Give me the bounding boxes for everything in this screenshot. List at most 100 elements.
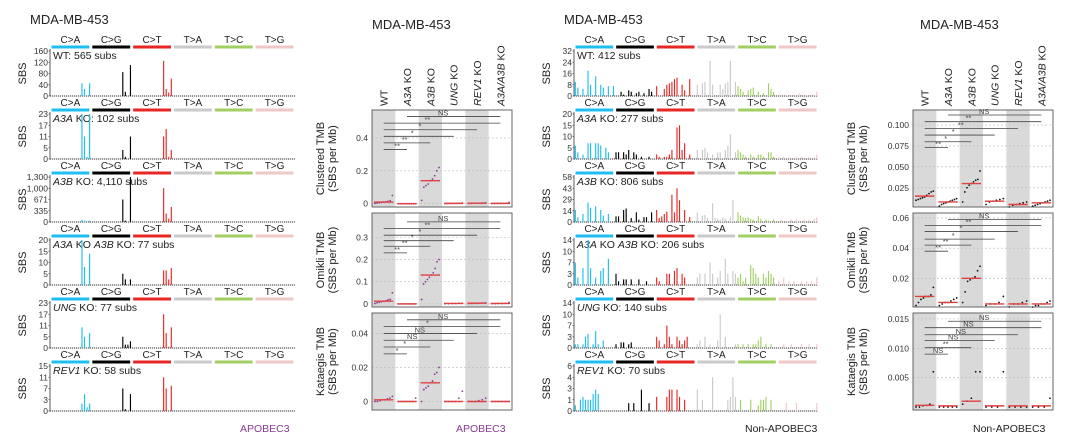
mutation-type-label: C>G	[101, 98, 122, 109]
data-point	[481, 398, 484, 401]
significance-label: **	[958, 120, 964, 129]
data-point	[938, 304, 941, 307]
group-shade	[913, 313, 937, 410]
spectrum-bar	[590, 143, 592, 159]
spectrum-bar	[597, 394, 599, 411]
y-tick-label: 80	[39, 69, 49, 79]
spectrum-bar	[709, 262, 711, 285]
spectrum-bar	[719, 270, 721, 285]
spectrum-bar	[163, 377, 165, 411]
mutation-type-colorbar	[174, 171, 212, 175]
mutation-type-label: C>A	[584, 161, 604, 172]
mutation-type-label: C>T	[142, 350, 161, 361]
data-point	[1049, 199, 1051, 202]
y-tick-label: 0	[363, 199, 368, 209]
spectrum-bar	[645, 217, 648, 222]
mutation-type-label: T>C	[224, 224, 243, 235]
mutation-type-colorbar	[174, 108, 212, 112]
mutation-type-label: C>T	[142, 35, 161, 46]
spectrum-bar	[595, 331, 597, 348]
y-tick-label: 17	[39, 309, 49, 319]
spectrum-bar	[170, 327, 172, 348]
data-point	[998, 301, 1000, 304]
y-tick-label: 0	[567, 406, 572, 416]
data-point	[422, 388, 425, 391]
spectrum-bar	[790, 344, 792, 348]
significance-label: NS	[979, 313, 989, 322]
data-point	[484, 397, 487, 399]
spectrum-bar	[643, 217, 645, 222]
spectrum-bar	[615, 216, 617, 222]
y-tick-label: 3	[43, 395, 48, 405]
mutation-type-label: T>C	[747, 161, 766, 172]
data-point	[389, 199, 392, 202]
spectrum-bar	[696, 212, 698, 222]
group-label-part: KO	[449, 65, 461, 83]
significance-label: *	[411, 233, 414, 242]
data-point	[972, 181, 975, 183]
spectrum-bar	[727, 273, 729, 285]
data-point	[932, 370, 935, 373]
spectrum-bar	[788, 156, 790, 159]
data-point	[928, 192, 930, 195]
y-axis-label: SBS	[541, 314, 553, 336]
data-point	[438, 258, 440, 261]
significance-label: *	[952, 231, 955, 240]
y-tick-label: 32	[563, 46, 573, 56]
spectrum-bar	[600, 270, 602, 285]
spectrum-bar	[816, 277, 818, 285]
mutation-type-colorbar	[656, 171, 695, 175]
spectrum-bar	[666, 273, 668, 285]
spectrum-bar	[696, 344, 698, 348]
mutation-type-colorbar	[51, 234, 90, 238]
spectrum-bar	[574, 405, 576, 411]
mutation-type-label: T>G	[265, 98, 285, 109]
spectrum-bar	[630, 217, 632, 222]
spectrum-bar	[597, 143, 599, 159]
sample-label-part: KO: 77 subs	[76, 302, 137, 314]
data-point	[920, 298, 922, 301]
data-point	[374, 202, 376, 205]
sample-label-part: KO: 102 subs	[73, 113, 140, 125]
y-tick-label: 7	[567, 321, 572, 331]
group-label: A3A KO	[943, 68, 955, 107]
group-label: A3A/A3B KO	[495, 45, 507, 107]
spectrum-bar	[739, 273, 742, 285]
spectrum-bar	[757, 277, 759, 285]
spectrum-bar	[666, 396, 668, 411]
y-tick-label: 20	[39, 235, 49, 245]
spectrum-bar	[129, 177, 132, 222]
data-point	[955, 297, 958, 299]
spectrum-bar	[778, 281, 780, 285]
sample-label: A3B KO: 806 subs	[576, 176, 663, 188]
mutation-type-label: T>A	[184, 224, 203, 235]
sample-label-part: A3A	[52, 239, 73, 251]
mutation-type-colorbar	[214, 108, 253, 112]
spectrum-bar	[676, 268, 678, 285]
spectrum-bar	[712, 84, 714, 96]
significance-label: NS	[438, 312, 448, 321]
spectrum-bar	[767, 83, 770, 96]
y-tick-label: 4	[567, 372, 572, 382]
data-point	[941, 303, 944, 305]
spectrum-bar	[607, 152, 609, 159]
mutation-type-colorbar	[255, 360, 294, 364]
spectrum-bar	[658, 281, 660, 285]
spectrum-bar	[757, 154, 759, 159]
mutation-type-colorbar	[575, 171, 614, 175]
spectrum-bar	[83, 336, 86, 348]
data-point	[1022, 201, 1025, 204]
spectrum-bar	[628, 403, 630, 411]
spectrum-bar	[793, 281, 795, 285]
mutation-type-colorbar	[51, 297, 90, 301]
spectrum-bar	[737, 212, 739, 222]
spectrum-bar	[86, 156, 88, 159]
y-tick-label: 15	[563, 120, 573, 130]
mutation-type-colorbar	[92, 45, 131, 49]
spectrum-bar	[127, 344, 129, 348]
spectrum-bar	[170, 150, 172, 159]
data-point	[1037, 406, 1040, 408]
spectrum-bar	[625, 279, 627, 285]
mutation-type-label: T>G	[788, 35, 808, 46]
